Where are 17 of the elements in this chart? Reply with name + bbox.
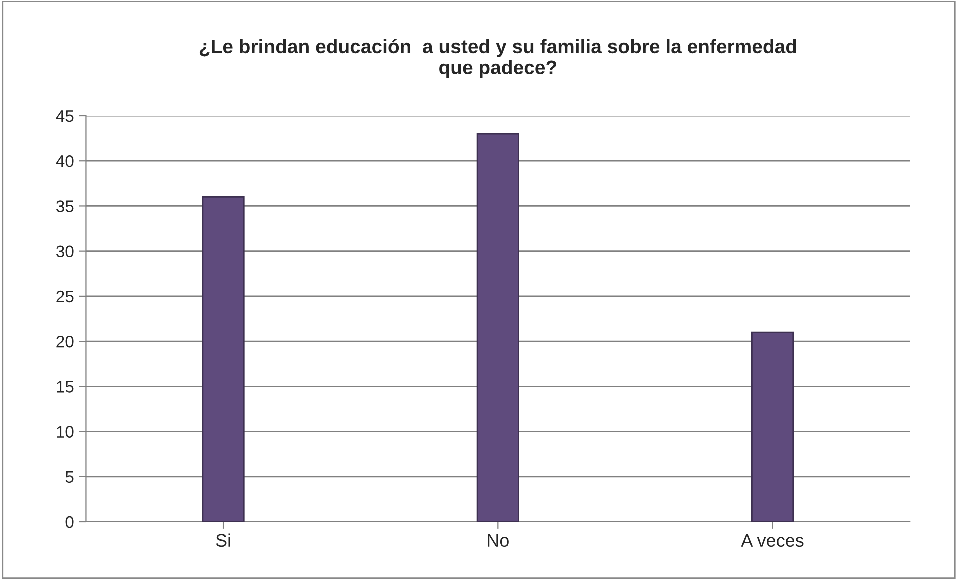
bar [751, 332, 794, 522]
y-tick-label: 45 [56, 110, 74, 122]
x-tick-label: Si [216, 534, 230, 548]
bar [476, 133, 520, 522]
x-tick-label: A veces [741, 534, 804, 548]
y-tick-label: 0 [66, 516, 74, 528]
y-tick-label: 25 [56, 290, 74, 303]
y-tick-label: 30 [56, 246, 74, 258]
x-tick-label: No [488, 534, 509, 548]
chart-title: ¿Le brindan educación a usted y su familia sobre la enfermedad que padece? [200, 39, 796, 78]
y-tick-label: 15 [57, 381, 74, 393]
bar [202, 196, 245, 522]
y-tick-label: 40 [56, 156, 74, 168]
y-tick-label: 20 [56, 336, 74, 348]
y-tick-label: 10 [57, 426, 74, 438]
y-tick-label: 35 [56, 200, 74, 212]
y-tick-label: 5 [66, 471, 74, 484]
